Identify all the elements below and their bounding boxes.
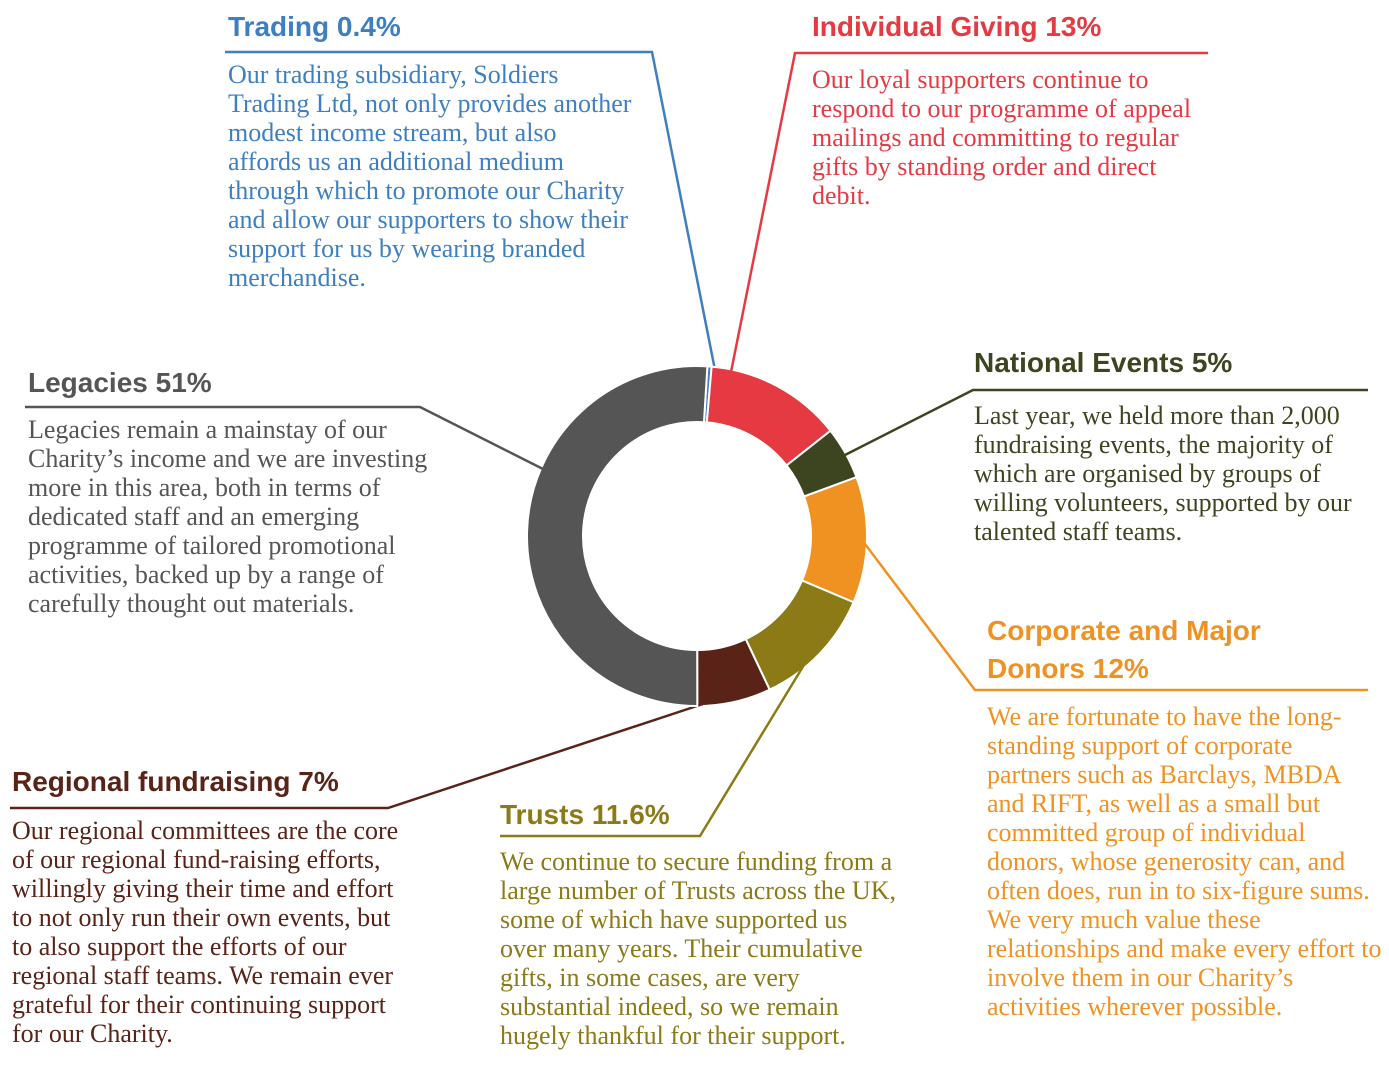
leader-line (844, 388, 1368, 457)
segment-name: Legacies (28, 367, 148, 398)
segment-name: Trusts (500, 799, 585, 830)
segment-title: Corporate and Major Donors 12% (987, 612, 1317, 688)
segment-description: Our regional committees are the core of … (12, 816, 399, 1048)
leader-line (500, 654, 812, 838)
segment-description: Legacies remain a mainstay of our Charit… (28, 415, 428, 618)
segment-description: Our trading subsidiary, Soldiers Trading… (228, 60, 632, 292)
segment-description: Our loyal supporters continue to respond… (812, 65, 1192, 210)
segment-name: National Events (974, 347, 1185, 378)
segment-value-label: 13% (1045, 11, 1102, 42)
segment-value-label: 0.4% (336, 11, 401, 42)
leader-line (10, 698, 716, 810)
segment-description: Last year, we held more than 2,000 fundr… (974, 401, 1352, 546)
segment-title: Legacies 51% (28, 364, 428, 402)
segment-value-label: 12% (1092, 653, 1149, 684)
segment-description: We are fortunate to have the long-standi… (987, 702, 1382, 1021)
segment-description: We continue to secure funding from a lar… (500, 847, 896, 1050)
segment-name: Individual Giving (812, 11, 1038, 42)
donut-slice (526, 365, 709, 708)
segment-name: Regional fundraising (12, 766, 291, 797)
segment-value-label: 51% (155, 367, 212, 398)
segment-title: National Events 5% (974, 344, 1374, 382)
segment-value-label: 11.6% (591, 799, 670, 830)
segment-name: Trading (228, 11, 330, 42)
segment-title: Regional fundraising 7% (12, 763, 402, 801)
segment-value-label: 7% (298, 766, 339, 797)
segment-name: Corporate and Major Donors (987, 615, 1261, 684)
segment-title: Trading 0.4% (228, 8, 648, 46)
leader-line (729, 51, 1208, 373)
segment-title: Trusts 11.6% (500, 796, 800, 834)
segment-title: Individual Giving 13% (812, 8, 1212, 46)
leader-line (25, 405, 546, 472)
leader-line (861, 539, 1368, 692)
segment-value-label: 5% (1191, 347, 1233, 378)
leader-line (225, 50, 717, 371)
